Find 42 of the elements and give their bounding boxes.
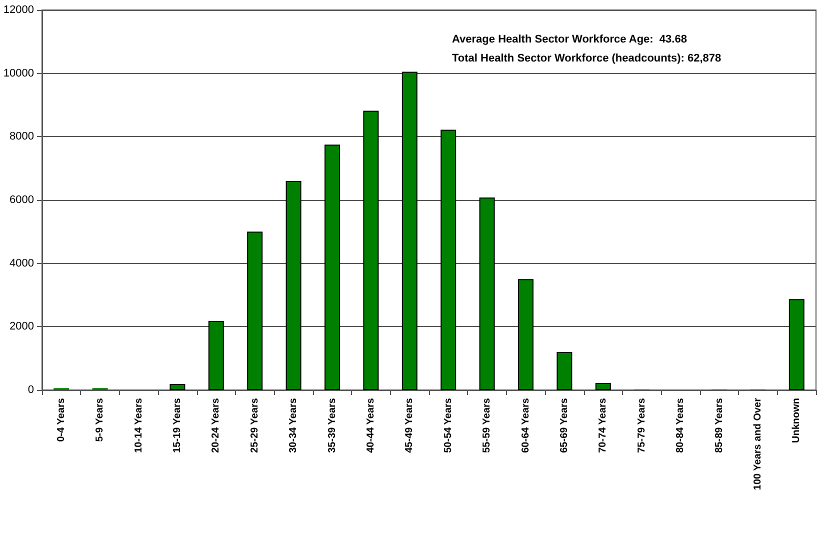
y-tick-label: 10000: [3, 67, 34, 80]
bar: [402, 72, 418, 390]
bar: [286, 181, 302, 390]
x-tick-label: 10-14 Years: [133, 398, 144, 453]
x-tick-label: 0-4 Years: [56, 398, 67, 442]
bar: [595, 383, 611, 390]
x-tick-label: 40-44 Years: [365, 398, 376, 453]
x-tick-label: 60-64 Years: [520, 398, 532, 453]
x-tick-label: 45-49 Years: [404, 398, 416, 453]
bar: [324, 144, 340, 390]
y-tick-label: 8000: [10, 130, 34, 143]
x-tick-label: 35-39 Years: [326, 398, 338, 453]
bar: [247, 232, 263, 390]
y-tick-label: 12000: [3, 4, 34, 16]
x-tick-label: 15-19 Years: [172, 398, 183, 453]
bar: [170, 384, 186, 390]
y-tick-label: 4000: [10, 257, 34, 270]
bar: [479, 197, 495, 390]
x-tick-label: 100 Years and Over: [752, 398, 764, 490]
bar: [208, 320, 224, 390]
y-tick-label: 0: [28, 384, 34, 396]
bar: [556, 352, 572, 390]
bar: [363, 110, 379, 390]
x-tick-label: 85-89 Years: [714, 398, 725, 453]
x-tick-label: 20-24 Years: [210, 398, 222, 453]
y-tick-label: 6000: [10, 194, 34, 206]
x-tick-label: 50-54 Years: [442, 398, 454, 453]
bar: [788, 299, 804, 390]
x-tick-label: Unknown: [791, 398, 802, 443]
x-tick-label: 75-79 Years: [636, 398, 648, 453]
annotation: Average Health Sector Workforce Age: 43.68: [452, 34, 687, 46]
x-tick-label: 70-74 Years: [598, 398, 609, 453]
bar: [440, 130, 456, 390]
y-tick-label: 2000: [10, 320, 34, 333]
x-tick-label: 5-9 Years: [94, 398, 106, 442]
x-tick-label: 65-69 Years: [558, 398, 570, 453]
x-tick-label: 80-84 Years: [675, 398, 686, 453]
bar: [518, 279, 534, 390]
annotation: Total Health Sector Workforce (headcounts): 62,878: [452, 52, 722, 64]
x-tick-label: 25-29 Years: [249, 398, 260, 453]
x-tick-label: 55-59 Years: [482, 398, 493, 453]
x-tick-label: 30-34 Years: [288, 398, 300, 453]
